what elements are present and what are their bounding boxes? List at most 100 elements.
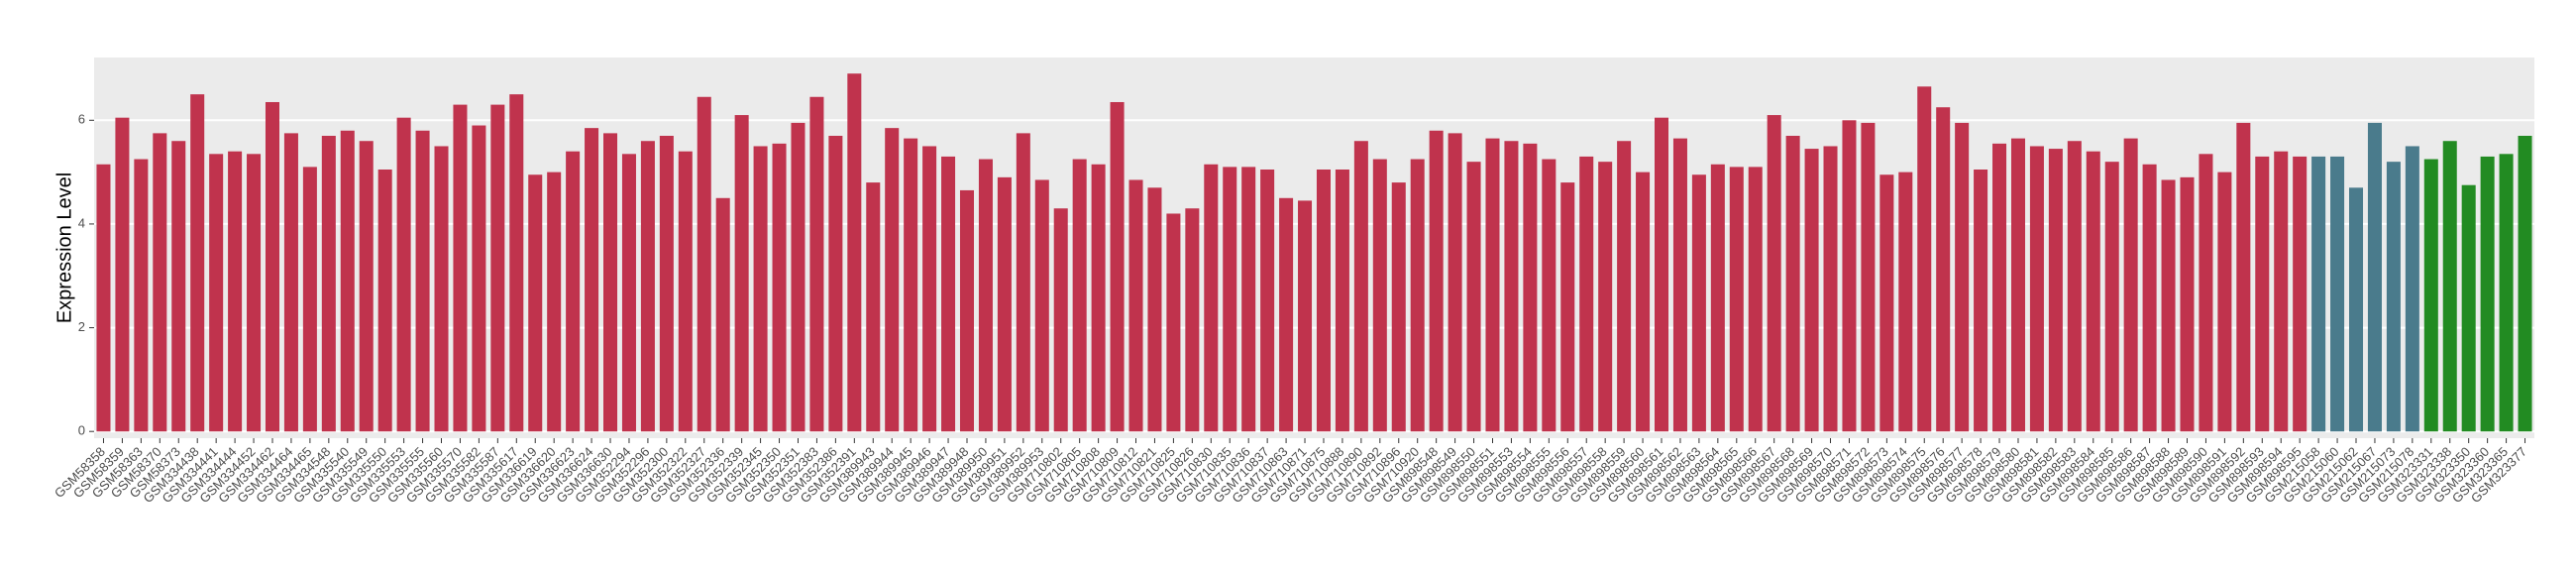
bar (528, 174, 543, 432)
bar (1542, 159, 1556, 432)
bar (1748, 167, 1763, 432)
y-tick-label: 0 (78, 423, 85, 438)
bar (115, 117, 130, 432)
bar (2386, 162, 2401, 432)
bar (2518, 135, 2532, 432)
bar (1579, 156, 1594, 432)
bar (1391, 182, 1406, 432)
bar (2142, 164, 2157, 432)
bar (2029, 146, 2044, 432)
y-tick-label: 2 (78, 319, 85, 334)
bar (153, 133, 167, 432)
bar (1128, 179, 1143, 432)
bar (2067, 141, 2082, 432)
bar (1091, 164, 1106, 432)
bar (603, 133, 618, 432)
bar (1353, 141, 1368, 432)
bar (228, 151, 243, 432)
bar (2086, 151, 2100, 432)
bar (190, 94, 205, 432)
bar (828, 135, 843, 432)
bar (2274, 151, 2289, 432)
bar (1823, 146, 1838, 432)
bar (621, 154, 636, 432)
bar (1429, 130, 1444, 432)
bar (134, 159, 149, 432)
bar (734, 115, 749, 432)
bar (1636, 172, 1651, 432)
y-tick-label: 6 (78, 112, 85, 127)
bar (1034, 179, 1049, 432)
bar (847, 73, 862, 432)
bar (1316, 170, 1331, 432)
bar (941, 156, 956, 432)
bar (434, 146, 449, 432)
bar (959, 189, 975, 432)
bar (302, 167, 317, 432)
bar (1485, 138, 1500, 432)
bar (171, 141, 186, 432)
bar (1241, 167, 1256, 432)
bar (2405, 146, 2419, 432)
bar (547, 172, 562, 432)
bar (1955, 122, 1970, 432)
bar (1410, 159, 1425, 432)
bar (2255, 156, 2270, 432)
bar (1767, 115, 1781, 432)
bar (585, 128, 599, 432)
bar (1204, 164, 1219, 432)
bar (2161, 179, 2176, 432)
bar (566, 151, 581, 432)
bar (1523, 143, 1538, 432)
bar (678, 151, 693, 432)
bar (1861, 122, 1876, 432)
bar (1260, 170, 1275, 432)
bar (283, 133, 298, 432)
bar (396, 117, 411, 432)
bar (753, 146, 768, 432)
bar (1842, 120, 1857, 432)
bar (885, 128, 900, 432)
bar (1992, 143, 2007, 432)
bar (1936, 107, 1951, 432)
bar (2010, 138, 2025, 432)
bar (377, 170, 392, 432)
bar (1672, 138, 1687, 432)
bar (2048, 149, 2063, 432)
bar (2499, 154, 2514, 432)
bar (1279, 197, 1294, 432)
y-axis-label: Expression Level (54, 172, 75, 323)
bar (509, 94, 524, 432)
bar (978, 159, 993, 432)
bar (265, 101, 279, 432)
bar (2442, 141, 2457, 432)
bar (1072, 159, 1087, 432)
bar (904, 138, 918, 432)
bar (2293, 156, 2308, 432)
bar (415, 130, 430, 432)
bar (1785, 135, 1800, 432)
bar (1898, 172, 1913, 432)
bar (1298, 200, 1313, 432)
bar (2330, 156, 2345, 432)
bar (1917, 86, 1932, 432)
bar (791, 122, 805, 432)
bar (1466, 162, 1481, 432)
bar (997, 176, 1012, 432)
bar (772, 143, 787, 432)
bar (247, 154, 262, 432)
bar (96, 164, 111, 432)
bar (2104, 162, 2119, 432)
y-tick-label: 4 (78, 215, 85, 230)
bar (2367, 122, 2382, 432)
bar (1147, 187, 1162, 432)
bar (1710, 164, 1725, 432)
bar (1654, 117, 1669, 432)
bar (490, 104, 505, 432)
bar (359, 141, 374, 432)
bar (2217, 172, 2232, 432)
bar (2236, 122, 2251, 432)
bar (809, 96, 824, 432)
bar (697, 96, 711, 432)
